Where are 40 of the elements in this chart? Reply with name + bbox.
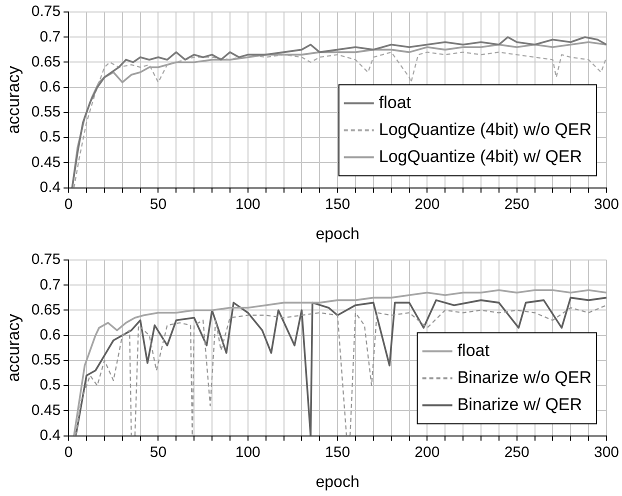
- legend-label: float: [457, 340, 490, 360]
- x-tick-label: 250: [504, 196, 530, 213]
- y-tick-label: 0.7: [40, 276, 61, 294]
- y-tick-label: 0.75: [31, 3, 61, 20]
- y-tick-label: 0.45: [31, 154, 61, 171]
- x-tick-label: 250: [504, 444, 530, 461]
- y-tick-label: 0.4: [40, 178, 61, 196]
- x-tick-label: 100: [235, 196, 260, 213]
- x-tick-label: 100: [235, 444, 260, 461]
- x-tick-label: 50: [150, 444, 167, 461]
- x-tick-label: 0: [64, 444, 73, 461]
- x-tick-label: 50: [150, 196, 167, 213]
- y-tick-label: 0.6: [40, 78, 61, 96]
- x-tick-label: 200: [414, 196, 440, 213]
- y-tick-label: 0.5: [40, 128, 61, 146]
- x-axis-title: epoch: [316, 474, 360, 491]
- y-axis-title: accuracy: [4, 313, 23, 382]
- legend-label: Binarize w/ QER: [457, 394, 582, 414]
- legend-label: float: [378, 92, 412, 112]
- legend-label: LogQuantize (4bit) w/o QER: [378, 120, 592, 139]
- x-tick-label: 300: [594, 196, 619, 213]
- y-tick-label: 0.75: [31, 251, 61, 268]
- legend-label: Binarize w/o QER: [457, 368, 592, 387]
- x-tick-label: 0: [64, 196, 73, 213]
- y-axis-title: accuracy: [4, 65, 23, 134]
- x-axis-title: epoch: [316, 226, 360, 243]
- y-tick-label: 0.45: [31, 402, 61, 419]
- x-tick-label: 150: [325, 444, 350, 461]
- y-tick-label: 0.7: [40, 28, 61, 46]
- y-tick-label: 0.5: [40, 376, 61, 394]
- x-tick-label: 200: [414, 444, 440, 461]
- y-tick-label: 0.55: [31, 104, 61, 121]
- x-tick-label: 150: [325, 196, 350, 213]
- x-tick-label: 300: [594, 444, 619, 461]
- y-tick-label: 0.6: [40, 326, 61, 344]
- legend-label: LogQuantize (4bit) w/ QER: [378, 146, 582, 166]
- y-tick-label: 0.65: [31, 301, 61, 318]
- y-tick-label: 0.4: [40, 426, 61, 444]
- y-tick-label: 0.55: [31, 352, 61, 369]
- y-tick-label: 0.65: [31, 53, 61, 70]
